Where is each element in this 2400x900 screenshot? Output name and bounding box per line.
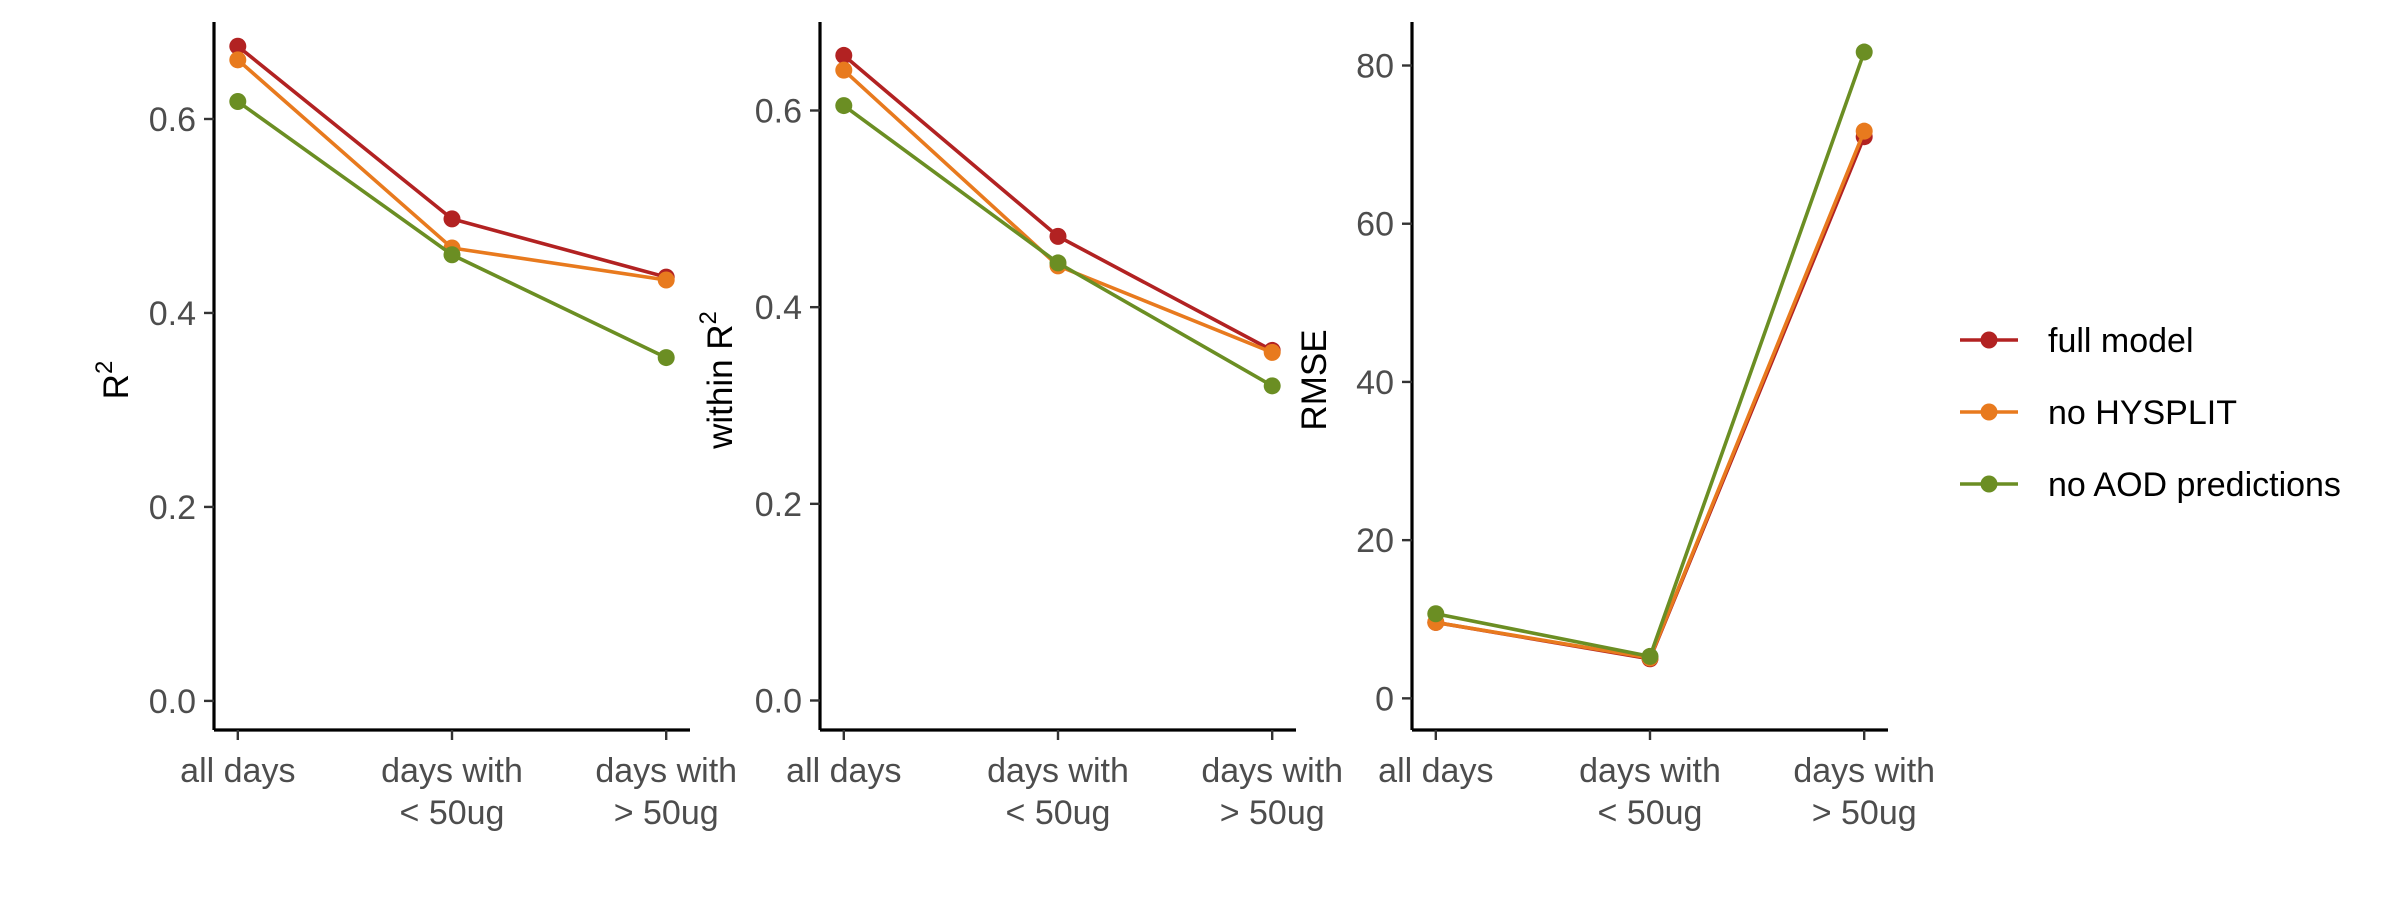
x-tick-label: all days xyxy=(786,752,901,790)
series-line-full-model xyxy=(1435,136,1866,661)
x-tick-label: days with < 50ug xyxy=(381,752,523,832)
series-line-no-aod-predictions xyxy=(842,104,1274,388)
legend-item-no-hysplit: no HYSPLIT xyxy=(1960,394,2237,432)
y-axis-title: within R2 xyxy=(695,311,740,450)
y-axis-title-sup: 2 xyxy=(91,361,118,374)
chart-panels: 0.0 0.2 0.4 0.6 all days days with < 50ug days … xyxy=(91,22,1935,832)
data-point-full-model xyxy=(229,37,247,55)
y-tick-label: 0.4 xyxy=(149,295,196,333)
y-tick-label: 60 xyxy=(1356,206,1394,244)
y-axis-title-main: within R xyxy=(701,324,740,449)
data-point-no-aod-predictions xyxy=(229,93,247,111)
legend-label: no HYSPLIT xyxy=(2048,394,2237,432)
data-point-full-model xyxy=(835,46,853,64)
y-tick-label: 0.6 xyxy=(755,93,802,131)
series-line-no-aod-predictions xyxy=(1435,51,1866,659)
legend-key-point xyxy=(1980,331,1998,349)
y-axis-title-main: R xyxy=(97,374,136,399)
y-tick-label: 0 xyxy=(1375,680,1394,718)
data-point-full-model xyxy=(1049,227,1067,245)
legend-item-no-aod-predictions: no AOD predictions xyxy=(1960,466,2341,504)
x-tick-label: days with > 50ug xyxy=(1201,752,1343,832)
data-point-no-aod-predictions xyxy=(1855,43,1873,61)
y-tick-label: 80 xyxy=(1356,48,1394,86)
data-point-no-aod-predictions xyxy=(1427,605,1445,623)
legend-label: full model xyxy=(2048,322,2194,360)
data-point-no-hysplit xyxy=(657,271,675,289)
data-point-no-aod-predictions xyxy=(657,349,675,367)
series-line-no-aod-predictions xyxy=(236,100,667,360)
legend-item-full-model: full model xyxy=(1960,322,2194,360)
chart-panel-2: 0.0 0.2 0.4 0.6 all days days with < 50ug days … xyxy=(695,22,1343,832)
y-tick-label: 20 xyxy=(1356,522,1394,560)
x-tick-label: days with < 50ug xyxy=(1579,752,1721,832)
data-point-no-aod-predictions xyxy=(835,97,853,115)
y-tick-label: 0.2 xyxy=(755,486,802,524)
series-line-no-hysplit xyxy=(1435,130,1866,661)
legend: full model no HYSPLIT no AOD predictions xyxy=(1960,322,2341,504)
x-tick-label: all days xyxy=(1378,752,1493,790)
data-point-no-aod-predictions xyxy=(1641,647,1659,665)
y-axis-title-main: RMSE xyxy=(1295,329,1334,430)
data-point-no-hysplit xyxy=(1263,343,1281,361)
legend-key-point xyxy=(1980,403,1998,421)
chart-panel-3: 0 20 40 60 80 all days days with < 50ug days wit… xyxy=(1295,22,1935,832)
series-line-full-model xyxy=(842,54,1274,353)
data-point-no-aod-predictions xyxy=(443,246,461,264)
x-tick-label: days with > 50ug xyxy=(595,752,737,832)
y-tick-label: 0.0 xyxy=(149,683,196,721)
y-tick-label: 40 xyxy=(1356,364,1394,402)
data-point-full-model xyxy=(443,210,461,228)
y-axis-title: R2 xyxy=(91,361,136,400)
data-point-no-hysplit xyxy=(835,61,853,79)
y-tick-label: 0.6 xyxy=(149,101,196,139)
y-axis-title-sup: 2 xyxy=(695,311,722,324)
data-point-no-hysplit xyxy=(1855,122,1873,140)
x-tick-label: days with < 50ug xyxy=(987,752,1129,832)
legend-key-point xyxy=(1980,475,1998,493)
data-point-no-aod-predictions xyxy=(1263,377,1281,395)
series-line-no-hysplit xyxy=(842,68,1273,355)
legend-label: no AOD predictions xyxy=(2048,466,2341,504)
x-tick-label: days with > 50ug xyxy=(1793,752,1935,832)
y-tick-label: 0.2 xyxy=(149,489,196,527)
x-tick-label: all days xyxy=(180,752,295,790)
data-point-no-aod-predictions xyxy=(1049,254,1067,272)
y-tick-label: 0.0 xyxy=(755,683,802,721)
data-point-no-hysplit xyxy=(229,51,247,69)
y-tick-label: 0.4 xyxy=(755,289,802,327)
chart-panel-1: 0.0 0.2 0.4 0.6 all days days with < 50ug days … xyxy=(91,22,737,832)
y-axis-title: RMSE xyxy=(1295,329,1334,430)
